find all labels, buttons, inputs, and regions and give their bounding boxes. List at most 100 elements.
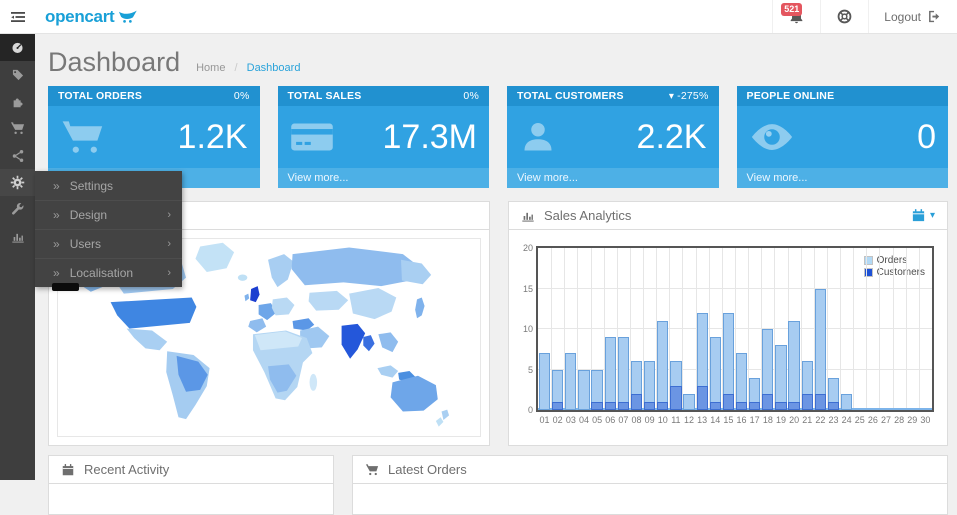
x-tick-label: 15 bbox=[723, 415, 734, 425]
gridline bbox=[787, 248, 789, 410]
sidebar-item-tools[interactable] bbox=[0, 196, 35, 223]
sidebar-item-system[interactable] bbox=[0, 169, 35, 196]
gridline bbox=[853, 248, 855, 410]
bar-customers-05 bbox=[591, 401, 603, 410]
topbar: opencart 521 bbox=[0, 0, 957, 34]
breadcrumb: Home / Dashboard bbox=[196, 62, 300, 74]
sidebar-item-dashboard[interactable] bbox=[0, 34, 35, 61]
chevron-right-icon: › bbox=[167, 209, 171, 221]
opencart-cart-mark-icon bbox=[118, 10, 138, 24]
x-tick-label: 25 bbox=[854, 415, 865, 425]
dashboard-icon bbox=[10, 40, 25, 55]
tile-value: 2.2K bbox=[636, 117, 707, 156]
gridline bbox=[669, 248, 671, 410]
notification-badge: 521 bbox=[781, 3, 803, 16]
y-tick-label: 20 bbox=[522, 243, 533, 253]
notifications-button[interactable]: 521 bbox=[772, 0, 820, 33]
bar-orders-19 bbox=[775, 345, 787, 410]
submenu-item-label: Design bbox=[69, 208, 108, 222]
y-tick-label: 15 bbox=[522, 283, 533, 294]
bar-orders-14 bbox=[709, 337, 721, 410]
tile-people-online: PEOPLE ONLINE 0 View more... bbox=[736, 86, 948, 188]
caret-down-icon: ▾ bbox=[668, 90, 675, 102]
x-tick-label: 04 bbox=[578, 415, 589, 425]
x-tick-label: 23 bbox=[828, 415, 839, 425]
x-tick-label: 09 bbox=[644, 415, 655, 425]
bar-orders-07 bbox=[617, 337, 629, 410]
gridline bbox=[616, 248, 618, 410]
bar-customers-14 bbox=[709, 401, 721, 410]
sidebar-nav bbox=[0, 34, 35, 480]
gridline bbox=[538, 328, 932, 329]
gridline bbox=[721, 248, 723, 410]
gridline bbox=[735, 248, 736, 410]
x-tick-label: 17 bbox=[749, 415, 760, 425]
recent-activity-title: Recent Activity bbox=[84, 462, 170, 477]
help-button[interactable] bbox=[820, 0, 868, 33]
view-more-link[interactable]: View more... bbox=[507, 168, 719, 188]
legend-label: Orders bbox=[877, 255, 908, 266]
x-tick-label: 14 bbox=[710, 415, 721, 425]
tile-title: TOTAL CUSTOMERS bbox=[517, 90, 624, 102]
menu-toggle-button[interactable] bbox=[0, 0, 36, 33]
date-range-dropdown[interactable]: ▾ bbox=[911, 208, 935, 223]
bar-orders-12 bbox=[683, 393, 695, 410]
legend-swatch bbox=[863, 268, 873, 277]
menu-icon bbox=[10, 9, 26, 25]
x-tick-label: 22 bbox=[815, 415, 826, 425]
breadcrumb-current-link[interactable]: Dashboard bbox=[246, 62, 301, 74]
bar-customers-16 bbox=[735, 401, 748, 410]
gridline bbox=[813, 248, 815, 410]
system-gear-icon bbox=[10, 175, 25, 190]
sidebar-item-extensions[interactable] bbox=[0, 88, 35, 115]
sidebar-item-marketing[interactable] bbox=[0, 142, 35, 169]
tile-title: TOTAL ORDERS bbox=[58, 90, 143, 102]
tile-title: PEOPLE ONLINE bbox=[746, 90, 835, 102]
bar-customers-23 bbox=[827, 401, 840, 410]
submenu-item-users[interactable]: » Users › bbox=[35, 229, 182, 258]
bar-customers-02 bbox=[552, 401, 564, 410]
credit-card-icon bbox=[290, 121, 334, 153]
sidebar-item-catalog[interactable] bbox=[0, 61, 35, 88]
cart-icon bbox=[60, 119, 106, 155]
chart-plot: 0 5 10 15 20 01 02 03 04 05 06 07 08 09 10 11 12 13 14 15 1… bbox=[523, 243, 934, 425]
sidebar-item-sales[interactable] bbox=[0, 115, 35, 142]
opencart-logo[interactable]: opencart bbox=[45, 0, 138, 33]
sales-analytics-header: Sales Analytics ▾ bbox=[509, 202, 947, 230]
breadcrumb-home-link[interactable]: Home bbox=[196, 62, 226, 74]
logout-button[interactable]: Logout bbox=[868, 0, 957, 33]
sidebar-item-reports[interactable] bbox=[0, 223, 35, 250]
gridline bbox=[826, 248, 828, 410]
gridline bbox=[774, 248, 776, 410]
submenu-marker-icon: » bbox=[53, 178, 60, 193]
submenu-item-localisation[interactable]: » Localisation › bbox=[35, 258, 182, 287]
y-tick-label: 10 bbox=[522, 324, 533, 334]
bar-customers-15 bbox=[722, 393, 735, 410]
gridline bbox=[840, 248, 842, 410]
cart-icon bbox=[365, 463, 379, 477]
gridline bbox=[918, 248, 920, 410]
submenu-item-settings[interactable]: » Settings bbox=[35, 171, 182, 200]
submenu-item-label: Users bbox=[69, 237, 102, 251]
gridline bbox=[551, 248, 553, 410]
view-more-link[interactable]: View more... bbox=[277, 168, 489, 188]
x-tick-label: 11 bbox=[671, 415, 681, 425]
gridline bbox=[577, 248, 579, 410]
bar-chart-icon bbox=[521, 209, 535, 223]
x-tick-label: 07 bbox=[618, 415, 629, 425]
gridline bbox=[682, 248, 684, 410]
view-more-link[interactable]: View more... bbox=[736, 168, 948, 188]
gridline bbox=[643, 248, 645, 410]
submenu-marker-icon: » bbox=[53, 237, 60, 251]
legend-item: Customers bbox=[863, 267, 925, 278]
bar-orders-24 bbox=[840, 393, 853, 410]
gridline bbox=[879, 248, 881, 410]
x-tick-label: 08 bbox=[631, 415, 642, 425]
gridline bbox=[590, 248, 592, 410]
gridline bbox=[866, 248, 868, 410]
submenu-item-design[interactable]: » Design › bbox=[35, 200, 182, 229]
x-tick-label: 26 bbox=[867, 415, 878, 425]
bar-customers-07 bbox=[617, 401, 629, 410]
sales-chart: 0 5 10 15 20 01 02 03 04 05 06 07 08 09 10 11 12 13 14 15 1… bbox=[509, 230, 947, 444]
tile-value: 1.2K bbox=[177, 117, 248, 156]
